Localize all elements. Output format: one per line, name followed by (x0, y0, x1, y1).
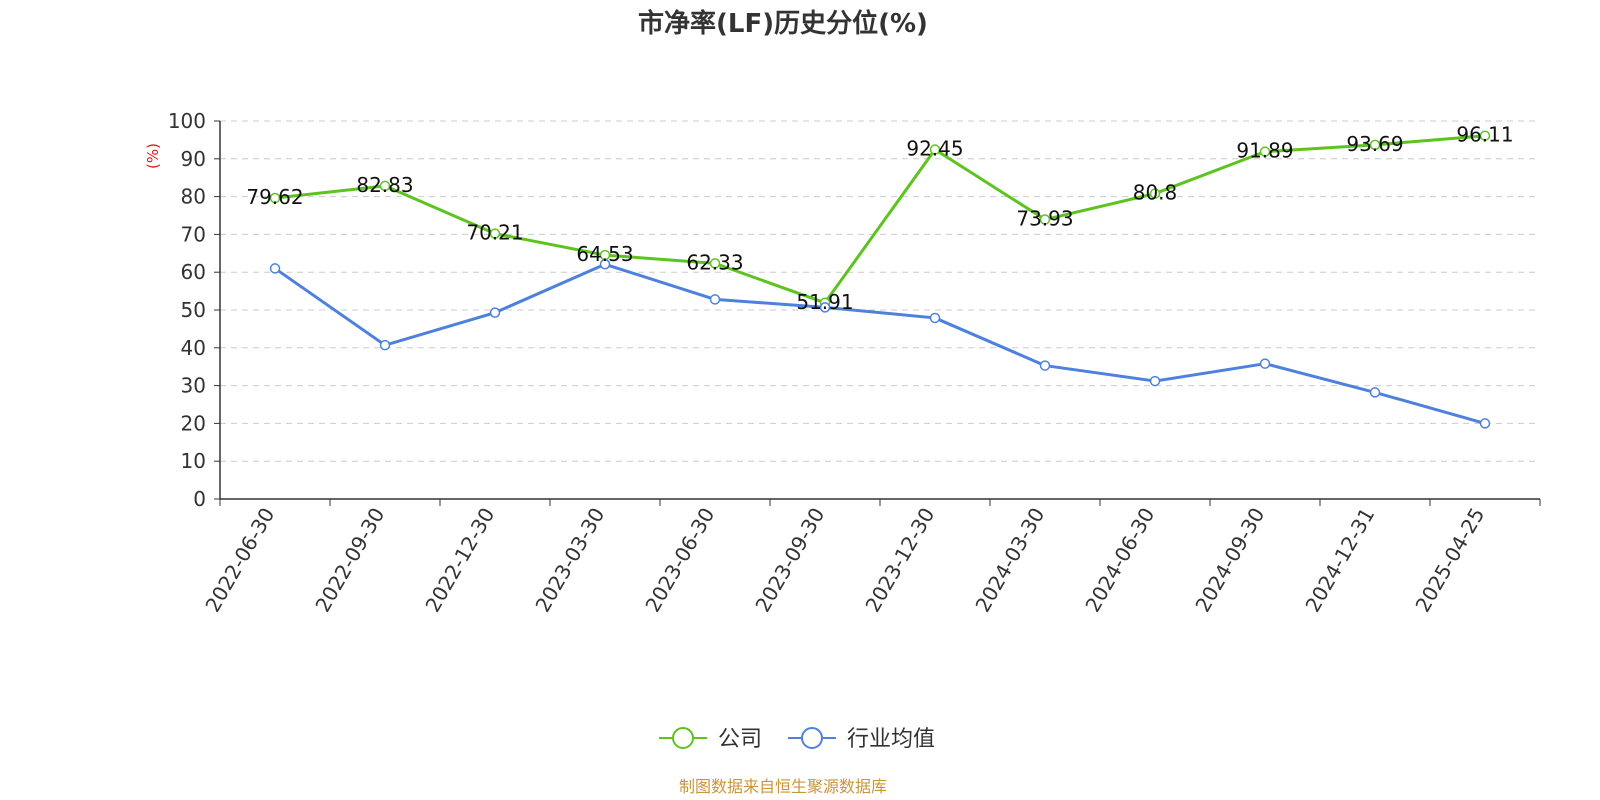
legend: 公司 行业均值 (659, 727, 935, 752)
y-tick-label-30: 30 (181, 374, 206, 398)
x-tick-label-2023-12-30: 2023-12-30 (860, 504, 939, 617)
point-s1-2023-03-30 (599, 259, 611, 270)
point-s1-2023-06-30 (709, 294, 721, 305)
x-tick-label-2024-06-30: 2024-06-30 (1080, 504, 1159, 617)
point-s0-2023-06-30 (709, 258, 721, 269)
data-label-2024-06-30: 80.8 (1133, 181, 1178, 205)
x-tick-label-2022-12-30: 2022-12-30 (420, 504, 499, 617)
legend-label-company: 公司 (718, 727, 762, 752)
data-label-2023-06-30: 62.33 (686, 250, 743, 274)
point-s0-2025-04-25 (1479, 130, 1491, 141)
x-tick-label-2022-06-30: 2022-06-30 (200, 504, 279, 617)
y-tick-label-100: 100 (168, 109, 206, 133)
point-s1-2022-12-30 (489, 307, 501, 318)
data-label-2022-06-30: 79.62 (246, 185, 303, 209)
point-s1-2023-12-30 (929, 312, 941, 324)
y-tick-label-60: 60 (181, 260, 206, 284)
y-tick-label-50: 50 (181, 298, 206, 322)
point-s0-2024-06-30 (1149, 188, 1161, 199)
point-s1-2022-06-30 (269, 263, 281, 274)
point-s1-2023-09-30 (819, 302, 831, 313)
data-label-2025-04-25: 96.11 (1456, 123, 1513, 147)
y-tick-label-10: 10 (181, 449, 206, 473)
y-tick-label-80: 80 (181, 185, 206, 209)
point-s1-2024-03-30 (1039, 360, 1051, 371)
x-tick-label-2024-09-30: 2024-09-30 (1190, 504, 1269, 617)
x-tick-label-2025-04-25: 2025-04-25 (1410, 504, 1489, 617)
point-s0-2024-09-30 (1259, 146, 1271, 157)
point-s1-2024-09-30 (1259, 358, 1271, 369)
data-labels: 79.62 82.83 70.21 64.53 62.33 51.91 92.45 73.93… (246, 123, 1513, 314)
y-tick-label-70: 70 (181, 222, 206, 246)
legend-item-company[interactable]: 公司 (659, 727, 762, 752)
series-line-1 (274, 262, 1486, 425)
y-tick-label-90: 90 (181, 147, 206, 171)
data-label-2024-09-30: 91.89 (1236, 139, 1293, 163)
x-tick-label-2023-09-30: 2023-09-30 (750, 504, 829, 617)
legend-marker-industry-average (801, 727, 823, 749)
y-tick-label-20: 20 (181, 411, 206, 435)
chart-title: 市净率(LF)历史分位(%) (638, 8, 928, 39)
point-s0-2022-12-30 (489, 228, 501, 239)
x-tick-label-2024-03-30: 2024-03-30 (970, 504, 1049, 617)
point-s0-2022-06-30 (269, 192, 281, 204)
point-s0-2024-12-31 (1369, 139, 1381, 151)
x-tick-label-2022-09-30: 2022-09-30 (310, 504, 389, 617)
point-s0-2022-09-30 (379, 180, 391, 192)
x-tick-label-2023-06-30: 2023-06-30 (640, 504, 719, 617)
y-tick-label-40: 40 (181, 336, 206, 360)
series-line-0 (274, 134, 1486, 305)
data-label-2024-03-30: 73.93 (1016, 207, 1073, 231)
legend-marker-company (672, 727, 694, 749)
data-label-2022-12-30: 70.21 (466, 221, 523, 245)
point-s1-2024-06-30 (1149, 375, 1161, 387)
point-s1-2022-09-30 (379, 339, 391, 351)
source-note: 制图数据来自恒生聚源数据库 (679, 777, 887, 796)
legend-label-industry-average: 行业均值 (847, 727, 935, 752)
point-s1-2024-12-31 (1369, 387, 1381, 398)
data-label-2023-09-30: 51.91 (796, 290, 853, 314)
data-label-2023-12-30: 92.45 (906, 137, 963, 161)
data-label-2022-09-30: 82.83 (356, 173, 413, 197)
x-tick-label-2023-03-30: 2023-03-30 (530, 504, 609, 617)
point-s1-2025-04-25 (1479, 418, 1491, 429)
series (269, 130, 1491, 429)
x-tick-label-2024-12-31: 2024-12-31 (1300, 504, 1379, 617)
point-s0-2023-12-30 (929, 144, 941, 155)
point-s0-2024-03-30 (1039, 214, 1051, 225)
grid (220, 120, 1540, 462)
y-tick-label-0: 0 (193, 487, 206, 511)
legend-item-industry-average[interactable]: 行业均值 (788, 727, 935, 752)
data-label-2024-12-31: 93.69 (1346, 132, 1403, 156)
data-label-2023-03-30: 64.53 (576, 242, 633, 266)
y-axis-label: (%) (144, 143, 162, 169)
